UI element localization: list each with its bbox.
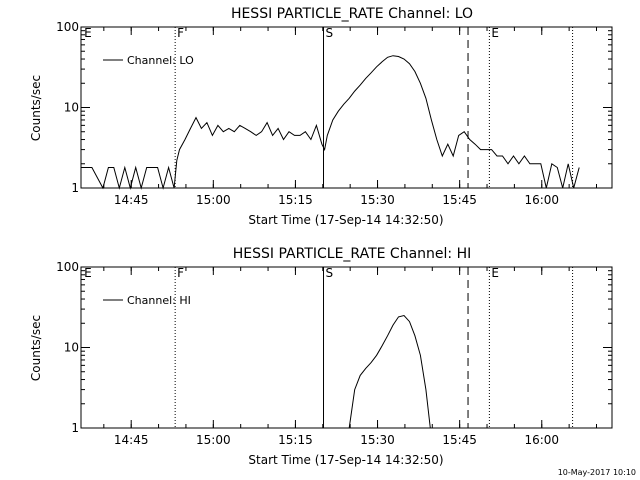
x-axis-label: Start Time (17-Sep-14 14:32:50)	[248, 453, 443, 467]
event-marker-label: S	[326, 266, 334, 280]
event-marker-label: F	[177, 266, 184, 280]
event-marker-label: S	[326, 26, 334, 40]
x-tick-label: 15:00	[196, 433, 231, 447]
y-tick-label: 10	[64, 341, 79, 355]
y-tick-label: 100	[56, 20, 79, 34]
event-marker-label: E	[84, 26, 92, 40]
series-line	[81, 55, 580, 190]
y-tick-label: 1	[71, 181, 79, 195]
plot-frame	[80, 266, 613, 429]
x-tick-label: 16:00	[524, 433, 559, 447]
y-tick-label: 10	[64, 101, 79, 115]
x-tick-label: 15:45	[442, 433, 477, 447]
event-marker-label: E	[491, 266, 499, 280]
x-tick-label: 15:15	[278, 433, 313, 447]
legend-label: Channel: LO	[127, 54, 194, 67]
x-tick-label: 16:00	[524, 193, 559, 207]
x-tick-label: 14:45	[114, 193, 149, 207]
y-tick-label: 1	[71, 421, 79, 435]
event-marker-label: E	[491, 26, 499, 40]
panel-lo: HESSI PARTICLE_RATE Channel: LO Counts/s…	[29, 6, 613, 227]
panel-hi: HESSI PARTICLE_RATE Channel: HI Counts/s…	[29, 246, 613, 467]
panel-title: HESSI PARTICLE_RATE Channel: LO	[231, 6, 473, 22]
y-axis-label: Counts/sec	[29, 315, 43, 381]
event-marker-label: E	[84, 266, 92, 280]
series-line	[348, 314, 431, 429]
footer-date: 10-May-2017 10:10	[558, 468, 636, 477]
x-tick-label: 15:45	[442, 193, 477, 207]
y-tick-label: 100	[56, 260, 79, 274]
x-axis-label: Start Time (17-Sep-14 14:32:50)	[248, 213, 443, 227]
x-tick-label: 15:15	[278, 193, 313, 207]
x-tick-label: 14:45	[114, 433, 149, 447]
x-tick-label: 15:30	[360, 193, 395, 207]
panel-title: HESSI PARTICLE_RATE Channel: HI	[233, 246, 471, 262]
legend-label: Channel: HI	[127, 294, 191, 307]
y-axis-label: Counts/sec	[29, 75, 43, 141]
event-marker-label: F	[177, 26, 184, 40]
x-tick-label: 15:30	[360, 433, 395, 447]
x-tick-label: 15:00	[196, 193, 231, 207]
